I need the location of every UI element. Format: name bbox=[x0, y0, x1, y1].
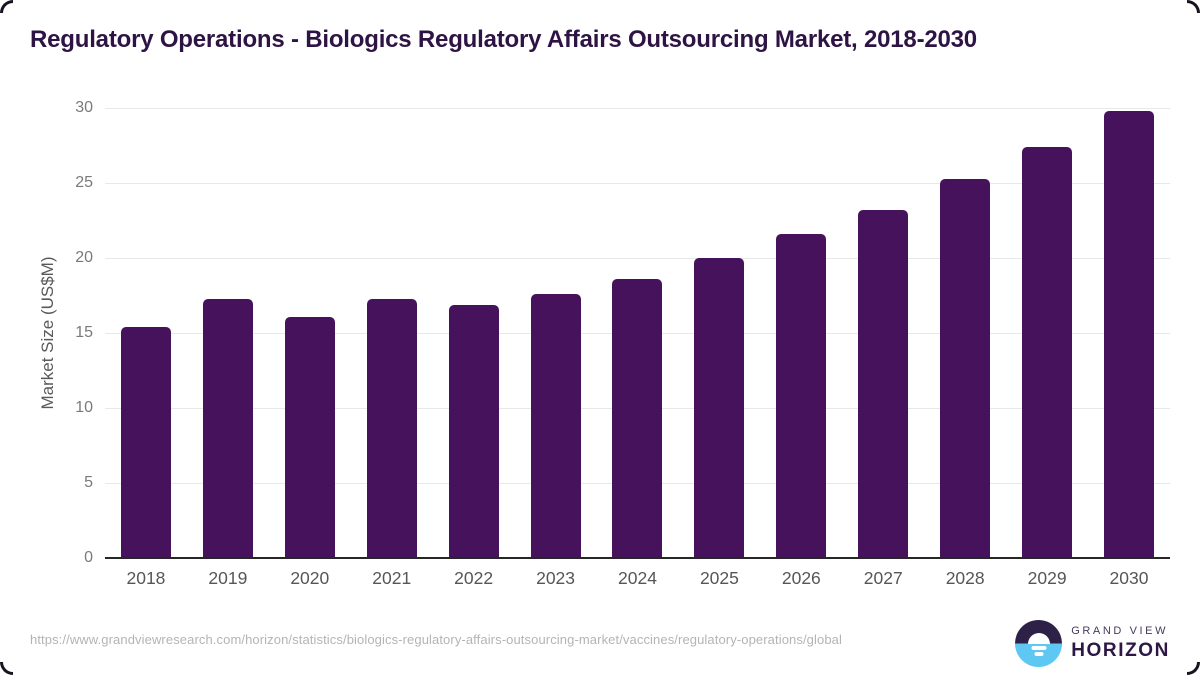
horizon-sun-icon bbox=[1015, 620, 1063, 667]
x-tick-label-2018: 2018 bbox=[126, 568, 166, 588]
bar-slot-2029 bbox=[1006, 108, 1088, 558]
bar-slot-2022 bbox=[433, 108, 515, 558]
gridline-y-30 bbox=[105, 107, 1170, 109]
gridline-y-25 bbox=[105, 182, 1170, 184]
x-tick-label-2022: 2022 bbox=[454, 568, 494, 588]
bar-2024 bbox=[612, 279, 663, 558]
bar-2018 bbox=[120, 327, 171, 558]
logo-line-grand-view: GRAND VIEW bbox=[1071, 625, 1169, 637]
bar-slot-2023 bbox=[515, 108, 597, 558]
y-tick-label-20: 20 bbox=[75, 249, 93, 266]
logo-wordmark: GRAND VIEW HORIZON bbox=[1071, 625, 1170, 662]
y-tick-label-25: 25 bbox=[75, 174, 93, 191]
sun-reflection-bar-2 bbox=[1034, 652, 1044, 656]
frame-corner-bottom-right bbox=[1187, 662, 1200, 675]
bar-2020 bbox=[284, 316, 335, 558]
sun-dome-shape bbox=[1027, 632, 1050, 644]
bar-2022 bbox=[448, 304, 499, 558]
bar-slot-2027 bbox=[842, 108, 924, 558]
x-tick-label-2019: 2019 bbox=[208, 568, 248, 588]
y-tick-label-10: 10 bbox=[75, 399, 93, 416]
gridline-y-20 bbox=[105, 257, 1170, 259]
bar-2019 bbox=[202, 298, 253, 558]
plot-area bbox=[105, 107, 1170, 558]
x-axis-line bbox=[105, 557, 1170, 559]
grand-view-horizon-logo: GRAND VIEW HORIZON bbox=[1015, 620, 1170, 667]
x-tick-label-2021: 2021 bbox=[372, 568, 412, 588]
bar-slot-2025 bbox=[678, 108, 760, 558]
bar-2023 bbox=[530, 294, 581, 558]
bar-2021 bbox=[366, 298, 417, 558]
x-tick-label-2026: 2026 bbox=[781, 568, 821, 588]
bar-2027 bbox=[858, 210, 909, 558]
y-tick-label-0: 0 bbox=[84, 549, 93, 566]
chart-title: Regulatory Operations - Biologics Regula… bbox=[30, 26, 977, 53]
x-tick-label-2028: 2028 bbox=[945, 568, 985, 588]
bar-2028 bbox=[940, 178, 991, 558]
x-tick-label-2023: 2023 bbox=[536, 568, 576, 588]
bar-2030 bbox=[1104, 111, 1155, 558]
frame-corner-top-right bbox=[1187, 0, 1200, 13]
x-tick-label-2029: 2029 bbox=[1027, 568, 1067, 588]
source-url: https://www.grandviewresearch.com/horizo… bbox=[30, 632, 842, 647]
bar-slot-2030 bbox=[1088, 108, 1170, 558]
y-tick-label-15: 15 bbox=[75, 324, 93, 341]
bar-2025 bbox=[694, 258, 745, 558]
bar-slot-2021 bbox=[351, 108, 433, 558]
x-tick-label-2030: 2030 bbox=[1109, 568, 1149, 588]
bar-slot-2024 bbox=[597, 108, 679, 558]
frame-corner-bottom-left bbox=[0, 662, 13, 675]
bar-2026 bbox=[776, 234, 827, 558]
logo-line-horizon: HORIZON bbox=[1071, 640, 1170, 661]
bar-slot-2019 bbox=[187, 108, 269, 558]
x-tick-label-2027: 2027 bbox=[863, 568, 903, 588]
bar-slot-2026 bbox=[760, 108, 842, 558]
bar-slot-2020 bbox=[269, 108, 351, 558]
y-tick-label-30: 30 bbox=[75, 99, 93, 116]
y-tick-label-5: 5 bbox=[84, 474, 93, 491]
frame-corner-top-left bbox=[0, 0, 13, 13]
bar-slot-2018 bbox=[105, 108, 187, 558]
x-tick-label-2020: 2020 bbox=[290, 568, 330, 588]
bar-2029 bbox=[1022, 147, 1073, 558]
sun-reflection-bar-1 bbox=[1031, 646, 1047, 650]
x-tick-label-2024: 2024 bbox=[618, 568, 657, 588]
bar-slot-2028 bbox=[924, 108, 1006, 558]
x-tick-label-2025: 2025 bbox=[699, 568, 739, 588]
